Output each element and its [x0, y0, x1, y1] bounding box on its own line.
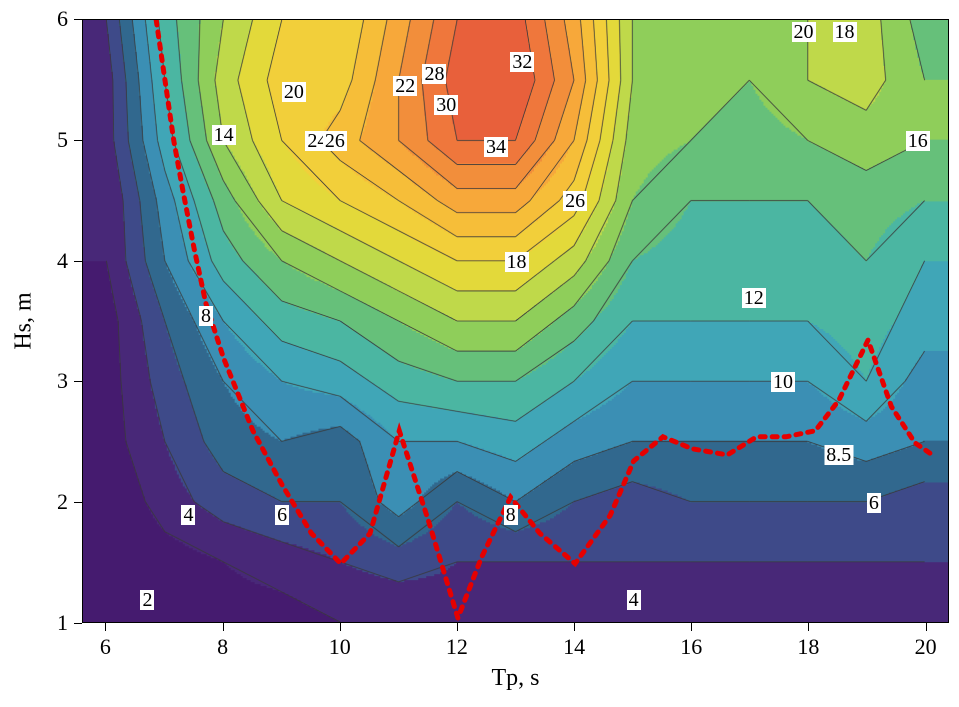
y-tick-label: 6 [57, 6, 68, 32]
contour-chart: 246814242620222830343218268412108.562018… [0, 0, 959, 707]
y-tick [74, 381, 82, 382]
x-tick [223, 623, 224, 631]
x-tick-label: 14 [563, 634, 585, 660]
y-tick [74, 502, 82, 503]
y-tick-label: 1 [57, 610, 68, 636]
x-tick [926, 623, 927, 631]
y-tick [74, 623, 82, 624]
x-tick [574, 623, 575, 631]
y-tick-label: 5 [57, 127, 68, 153]
y-tick-label: 4 [57, 248, 68, 274]
x-tick-label: 8 [217, 634, 228, 660]
y-tick-label: 3 [57, 368, 68, 394]
x-tick [105, 623, 106, 631]
y-tick [74, 19, 82, 20]
x-axis-label: Tp, s [492, 665, 540, 692]
x-tick-label: 18 [797, 634, 819, 660]
x-tick [691, 623, 692, 631]
x-tick-label: 6 [100, 634, 111, 660]
x-tick [340, 623, 341, 631]
x-tick-label: 16 [680, 634, 702, 660]
y-axis-label: Hs, m [11, 292, 38, 349]
plot-canvas [83, 20, 948, 622]
y-tick [74, 140, 82, 141]
x-tick-label: 20 [915, 634, 937, 660]
y-tick [74, 261, 82, 262]
x-tick [457, 623, 458, 631]
y-tick-label: 2 [57, 489, 68, 515]
plot-area: 246814242620222830343218268412108.562018… [82, 19, 949, 623]
x-tick-label: 12 [446, 634, 468, 660]
x-tick [808, 623, 809, 631]
x-tick-label: 10 [329, 634, 351, 660]
